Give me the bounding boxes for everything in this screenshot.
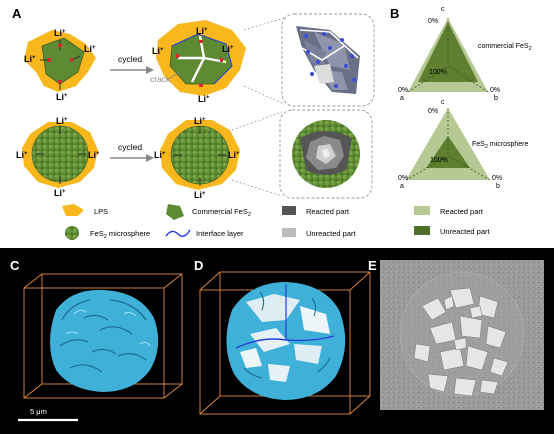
panel-label-b: B <box>390 6 399 21</box>
microsphere-pristine <box>22 122 98 188</box>
ternary-commercial: c 0% 100% 0% a 0% b commercial FeS2 <box>398 6 532 102</box>
red-reaction-markers-cycled <box>176 40 223 87</box>
legend-reacted-label: Reacted part <box>306 207 350 216</box>
panel-label-e: E <box>368 258 377 273</box>
zero-label: 0% <box>492 175 502 182</box>
crack-label: crack <box>150 74 171 84</box>
li-ion-label: Li+ <box>196 26 208 36</box>
cycled-label: cycled <box>118 54 142 64</box>
vertex-c-label: c <box>441 99 445 106</box>
legend-commercial-swatch <box>166 204 184 220</box>
inset-cracked-shard <box>296 26 360 94</box>
vertex-b-label: b <box>496 183 500 190</box>
li-ion-label: Li+ <box>54 28 66 38</box>
li-labels-sphere-cycled: Li+ Li+ Li+ Li+ <box>154 116 240 200</box>
li-labels-pristine: Li+ Li+ Li+ Li+ <box>24 28 96 102</box>
legend-interface-label: Interface layer <box>196 229 244 238</box>
ternary-microsphere: c 0% 100% 0% a 0% b FeS2 microsphere <box>398 99 528 190</box>
vertex-b-label: b <box>494 95 498 102</box>
legend-microsphere-label: FeS2 microsphere <box>90 229 150 240</box>
legend-a: LPS FeS2 microsphere Commercial FeS2 Int… <box>62 204 357 240</box>
inset-microsphere-cutaway <box>292 120 360 188</box>
ternary-microsphere-title: FeS2 microsphere <box>472 141 528 150</box>
legend-lps-swatch <box>62 204 84 216</box>
scale-bar-label: 5 μm <box>30 407 47 416</box>
render-d-particle <box>226 282 346 400</box>
legend-b-unreacted-label: Unreacted part <box>440 227 491 236</box>
li-ion-label: Li+ <box>84 44 96 54</box>
li-arrows-sphere <box>36 126 86 184</box>
commercial-fes2-particle <box>41 37 85 85</box>
panel-label-a: A <box>12 6 22 21</box>
vertex-a-label: a <box>400 183 404 190</box>
commercial-particle-cycled <box>156 20 246 96</box>
zoom-guides-top <box>243 17 285 105</box>
legend-b-reacted-label: Reacted part <box>440 207 484 216</box>
render-c-particle <box>50 289 159 392</box>
legend-unreacted-swatch <box>282 228 296 237</box>
li-ion-label: Li+ <box>194 116 206 126</box>
tomography-slice-e <box>380 260 544 410</box>
li-ion-label: Li+ <box>16 150 28 160</box>
vertex-c-label: c <box>441 6 445 13</box>
zero-label: 0% <box>490 87 500 94</box>
interface-layer-cycled <box>171 33 233 85</box>
li-ion-label: Li+ <box>24 54 36 64</box>
li-ion-label: Li+ <box>54 188 66 198</box>
zero-label: 0% <box>398 87 408 94</box>
panel-label-d: D <box>194 258 203 273</box>
legend-interface-swatch <box>165 229 191 237</box>
red-reaction-markers <box>48 44 73 83</box>
zero-label: 0% <box>428 18 438 25</box>
legend-microsphere-swatch <box>65 226 79 240</box>
vertex-a-label: a <box>400 95 404 102</box>
legend-b: Reacted part Unreacted part <box>414 206 491 236</box>
legend-reacted-swatch <box>282 206 296 215</box>
zero-label: 0% <box>398 175 408 182</box>
hundred-label: 100% <box>430 157 448 164</box>
panel-label-c: C <box>10 258 20 273</box>
cycled-arrow-bottom: cycled <box>110 142 154 162</box>
legend-unreacted-label: Unreacted part <box>306 229 357 238</box>
crack-lines <box>178 35 227 83</box>
li-ion-label: Li+ <box>154 150 166 160</box>
li-ion-label: Li+ <box>194 190 206 200</box>
zero-label: 0% <box>428 108 438 115</box>
li-ion-label: Li+ <box>56 92 68 102</box>
legend-b-reacted-swatch <box>414 206 430 215</box>
li-ion-label: Li+ <box>56 116 68 126</box>
li-labels-cycled: Li+ Li+ Li+ Li+ <box>152 26 234 104</box>
legend-b-unreacted-swatch <box>414 226 430 235</box>
cycled-label: cycled <box>118 142 142 152</box>
li-ion-label: Li+ <box>228 150 240 160</box>
legend-commercial-label: Commercial FeS2 <box>192 207 251 218</box>
li-ion-label: Li+ <box>198 94 210 104</box>
cycled-arrow-top: cycled <box>110 54 154 74</box>
li-ion-label: Li+ <box>222 44 234 54</box>
zoom-guides-bottom <box>231 111 283 197</box>
li-labels-sphere: Li+ Li+ Li+ Li+ <box>16 116 100 198</box>
commercial-particle-pristine <box>24 30 96 92</box>
li-arrows-sphere-cycled <box>174 126 226 186</box>
ternary-commercial-title: commercial FeS2 <box>478 43 532 52</box>
hundred-label: 100% <box>429 69 447 76</box>
microsphere-cycled <box>160 120 240 190</box>
li-ion-label: Li+ <box>88 150 100 160</box>
legend-lps-label: LPS <box>94 207 108 216</box>
li-ion-label: Li+ <box>152 46 164 56</box>
